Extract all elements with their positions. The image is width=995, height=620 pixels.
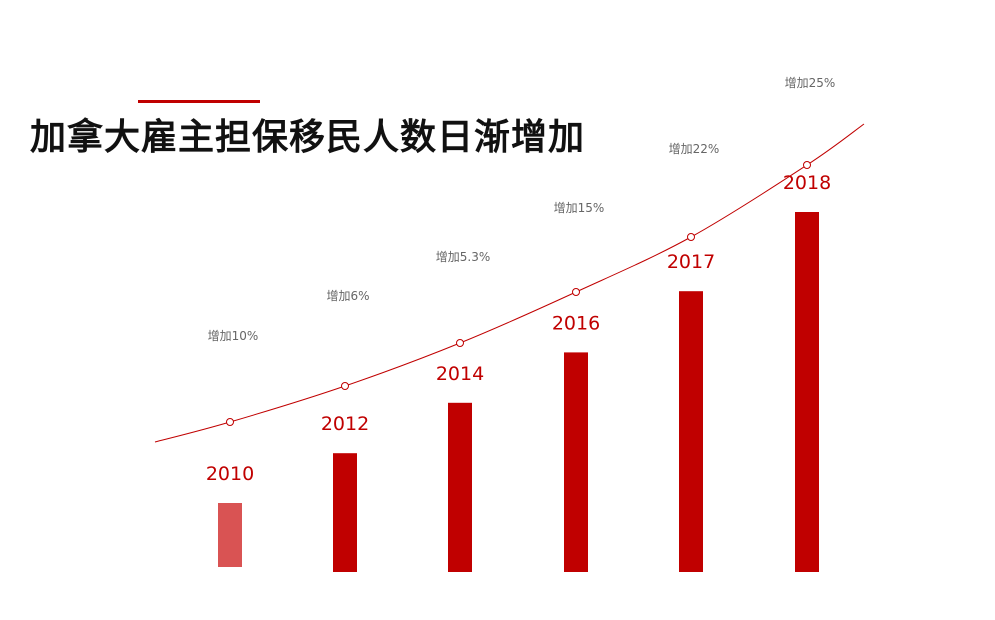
growth-label-2018: 增加25% [785, 76, 836, 90]
trend-marker-2012 [341, 382, 349, 390]
growth-label-2012: 增加6% [326, 289, 369, 303]
bar-2018 [795, 212, 819, 572]
bar-2010 [218, 503, 242, 567]
bar-2012 [333, 453, 357, 572]
growth-label-2010: 增加10% [208, 329, 259, 343]
title-accent-line [138, 100, 260, 103]
trend-marker-2014 [456, 339, 464, 347]
bar-2016 [564, 352, 588, 572]
bar-2014 [448, 402, 472, 572]
year-label-2010: 2010 [206, 463, 254, 485]
year-labels-group: 2010 2012 2014 2016 2017 2018 [206, 172, 831, 485]
growth-label-2016: 增加15% [554, 201, 605, 215]
year-label-2018: 2018 [783, 172, 831, 194]
trend-markers-group [226, 161, 811, 426]
bar-2017 [679, 291, 703, 572]
bars-group [218, 212, 819, 572]
trend-marker-2010 [226, 418, 234, 426]
growth-label-2014: 增加5.3% [436, 250, 491, 264]
year-label-2017: 2017 [667, 251, 715, 273]
year-label-2014: 2014 [436, 363, 484, 385]
growth-labels-group: 增加10% 增加6% 增加5.3% 增加15% 增加22% 增加25% [208, 76, 836, 343]
growth-label-2017: 增加22% [669, 142, 720, 156]
trend-marker-2018 [803, 161, 811, 169]
trend-marker-2016 [572, 288, 580, 296]
year-label-2016: 2016 [552, 312, 600, 334]
year-label-2012: 2012 [321, 413, 369, 435]
trend-curve [154, 123, 865, 443]
page-title: 加拿大雇主担保移民人数日渐增加 [30, 116, 586, 158]
trend-marker-2017 [687, 233, 695, 241]
